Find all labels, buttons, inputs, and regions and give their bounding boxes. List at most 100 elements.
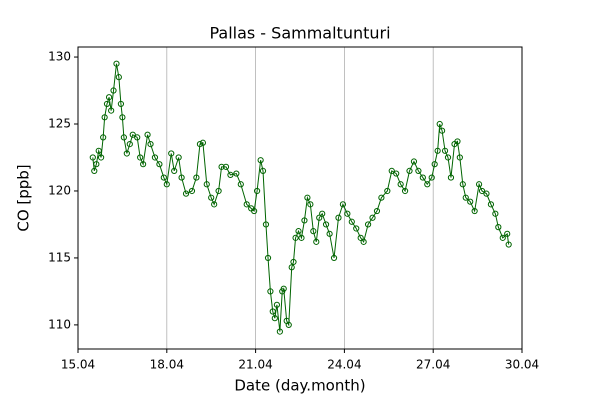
data-point (134, 134, 141, 141)
data-point (203, 181, 210, 188)
data-point (273, 301, 281, 308)
data-point (188, 187, 196, 195)
data-point (182, 190, 190, 197)
data-point (353, 225, 360, 232)
data-point (288, 264, 295, 271)
data-point (117, 100, 125, 108)
data-point (483, 190, 490, 197)
data-point (215, 187, 222, 195)
data-point (360, 238, 367, 245)
y-tick-label: 115 (48, 250, 71, 264)
x-axis-label: Date (day.month) (234, 377, 365, 395)
data-point (441, 147, 449, 154)
data-point (504, 230, 511, 237)
data-point (475, 181, 483, 188)
data-point (431, 161, 438, 168)
data-point (120, 134, 127, 141)
data-point (478, 187, 486, 195)
y-axis-label: CO [ppb] (15, 164, 33, 231)
data-point (91, 167, 98, 174)
data-point (335, 214, 342, 221)
data-point (295, 228, 302, 235)
y-tick-label: 110 (48, 317, 71, 331)
data-point (339, 201, 347, 208)
data-point (105, 94, 113, 101)
data-point (357, 234, 364, 241)
data-point (428, 174, 435, 181)
data-point (471, 207, 478, 215)
y-tick-label: 130 (48, 50, 71, 64)
x-tick-label: 24.04 (327, 358, 361, 372)
x-tick-label: 15.04 (61, 358, 95, 372)
data-point (454, 138, 461, 145)
data-point (101, 114, 108, 121)
data-point (163, 181, 170, 188)
x-tick-label: 21.04 (238, 358, 272, 372)
data-point (113, 60, 120, 67)
data-point (89, 154, 96, 161)
data-point (290, 258, 297, 266)
data-point (326, 230, 333, 237)
data-point (211, 201, 218, 208)
data-point (137, 154, 144, 161)
data-point (304, 194, 311, 201)
data-point (160, 174, 167, 181)
x-tick-label: 30.04 (505, 358, 539, 372)
data-point (369, 214, 376, 221)
data-point (276, 328, 283, 335)
data-point (434, 147, 441, 154)
data-point (95, 147, 102, 154)
data-point (301, 217, 308, 224)
data-point (364, 221, 372, 228)
plot-frame (77, 46, 523, 350)
data-point (373, 207, 381, 215)
data-point (257, 157, 264, 164)
data-point (147, 140, 154, 148)
data-point (253, 187, 261, 195)
data-point (259, 167, 267, 174)
data-point (298, 234, 305, 241)
data-point (233, 170, 240, 177)
data-point (393, 170, 400, 177)
data-point (237, 181, 244, 188)
data-point (126, 140, 133, 148)
data-point (459, 181, 466, 188)
data-point (262, 221, 270, 228)
data-point (462, 194, 469, 201)
data-point (208, 194, 215, 201)
data-point (151, 154, 159, 161)
data-point (171, 167, 178, 174)
data-point (378, 194, 385, 201)
data-point (285, 321, 292, 328)
data-point (280, 285, 287, 292)
x-tick-label: 18.04 (150, 358, 184, 372)
data-point (436, 120, 443, 128)
data-point (100, 134, 107, 141)
data-point (344, 210, 351, 217)
data-point (447, 174, 455, 181)
data-point (388, 167, 395, 174)
data-point (218, 163, 225, 170)
data-point (424, 181, 431, 188)
data-point (316, 214, 323, 221)
data-point (129, 131, 136, 138)
data-point (93, 161, 100, 168)
x-tick-label: 27.04 (416, 358, 450, 372)
data-point (319, 210, 326, 217)
data-point (199, 139, 207, 146)
data-point (251, 207, 258, 215)
data-point (499, 234, 506, 241)
data-point (410, 158, 418, 165)
data-point (168, 150, 175, 157)
data-point (292, 234, 299, 241)
data-point (243, 201, 250, 208)
data-point (401, 187, 409, 195)
data-point (140, 161, 147, 168)
data-point (123, 150, 130, 157)
data-point (322, 221, 330, 228)
data-point (397, 181, 404, 188)
data-point (492, 210, 499, 217)
data-point (487, 201, 495, 208)
